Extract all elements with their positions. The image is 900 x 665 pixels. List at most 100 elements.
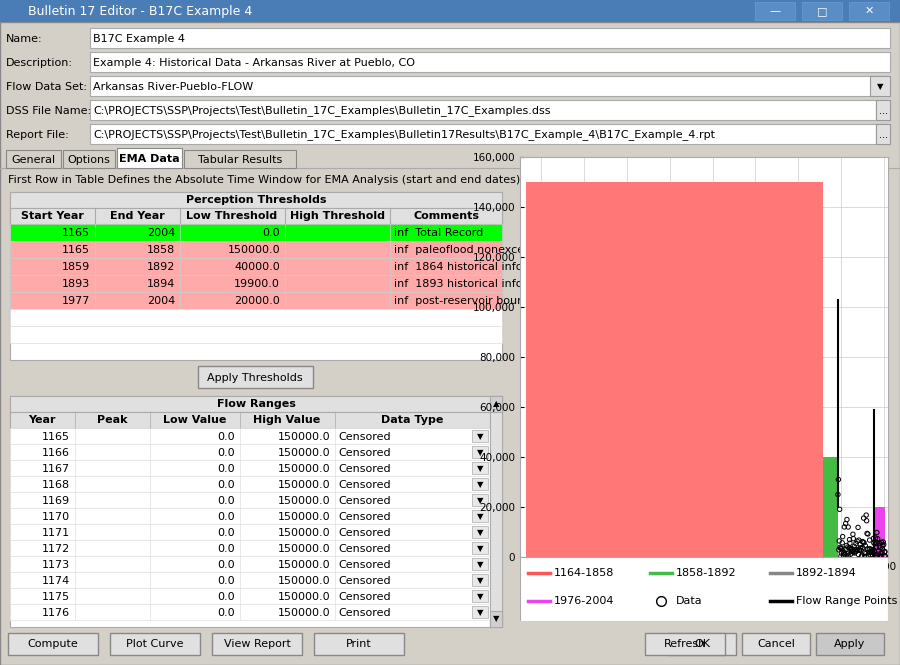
Bar [10, 309, 502, 326]
Text: 0.0: 0.0 [218, 464, 235, 474]
Bar [90, 28, 890, 48]
Text: 1174: 1174 [41, 576, 70, 586]
Text: ▼: ▼ [477, 448, 483, 458]
Point [857, 513, 871, 523]
Point [866, 545, 880, 556]
Point [836, 546, 850, 557]
Text: 2004: 2004 [147, 228, 175, 238]
Text: 1173: 1173 [42, 560, 70, 570]
Point [832, 542, 847, 553]
Text: Flow Ranges: Flow Ranges [217, 399, 295, 409]
Point [835, 531, 850, 542]
Point [859, 549, 873, 559]
Text: 150000.0: 150000.0 [277, 512, 330, 522]
Point [861, 547, 876, 558]
Point [858, 547, 872, 558]
Point [865, 549, 879, 560]
Point [834, 543, 849, 554]
Bar [490, 396, 502, 412]
Point [867, 545, 881, 556]
Point [866, 544, 880, 555]
Bar [10, 396, 502, 412]
Point [877, 551, 891, 561]
Point [875, 544, 889, 555]
Point [852, 545, 867, 555]
Point [834, 548, 849, 559]
Bar [10, 224, 502, 241]
Text: Censored: Censored [338, 608, 391, 618]
Text: Censored: Censored [338, 480, 391, 490]
Bar [117, 148, 182, 168]
Point [876, 540, 890, 551]
Point [842, 550, 856, 561]
Text: Bulletin 17 Editor - B17C Example 4: Bulletin 17 Editor - B17C Example 4 [28, 5, 252, 17]
Point [845, 546, 859, 557]
Text: 2004: 2004 [147, 296, 175, 306]
Point [868, 546, 882, 557]
Bar [10, 572, 490, 588]
Point [841, 542, 855, 553]
Bar [10, 460, 490, 476]
Point [860, 515, 874, 526]
Text: 150000.0: 150000.0 [228, 245, 280, 255]
Bar [10, 258, 502, 275]
Point [860, 528, 874, 539]
Bar [472, 478, 488, 490]
Text: 0.0: 0.0 [218, 496, 235, 506]
Text: 1170: 1170 [42, 512, 70, 522]
Bar [198, 366, 313, 388]
Point [853, 543, 868, 553]
Bar [184, 150, 296, 168]
Text: 1172: 1172 [41, 544, 70, 554]
Text: 150000.0: 150000.0 [277, 528, 330, 538]
Point [860, 529, 875, 539]
Text: 1171: 1171 [42, 528, 70, 538]
Text: Options: Options [68, 155, 111, 165]
Bar [472, 542, 488, 554]
Point [872, 541, 886, 551]
Bar [472, 446, 488, 458]
Text: 1894: 1894 [147, 279, 175, 289]
Point [855, 536, 869, 547]
Point [850, 522, 865, 533]
Text: Start Year: Start Year [21, 211, 84, 221]
Text: inf  1893 historical info: inf 1893 historical info [394, 279, 523, 289]
Point [855, 551, 869, 561]
Text: 0.0: 0.0 [218, 448, 235, 458]
Text: End Year: End Year [110, 211, 165, 221]
Point [842, 543, 856, 553]
Point [873, 542, 887, 553]
Text: 0.0: 0.0 [263, 228, 280, 238]
Point [857, 537, 871, 548]
Point [841, 522, 855, 533]
Point [832, 504, 847, 515]
Bar [870, 76, 890, 96]
Point [861, 550, 876, 561]
Text: Low Threshold: Low Threshold [186, 211, 277, 221]
Point [835, 537, 850, 548]
Text: 0.0: 0.0 [218, 512, 235, 522]
Point [850, 536, 864, 547]
Text: Description:: Description: [6, 58, 73, 68]
Bar [10, 208, 502, 224]
Text: Comments: Comments [413, 211, 479, 221]
Bar [742, 633, 810, 655]
Text: 150000.0: 150000.0 [277, 576, 330, 586]
Bar [0, 0, 900, 22]
Bar [63, 150, 115, 168]
Text: inf  post-reservoir bound: inf post-reservoir bound [394, 296, 531, 306]
Point [850, 545, 865, 556]
Point [837, 547, 851, 558]
Text: 1858-1892: 1858-1892 [676, 568, 736, 578]
Text: —: — [770, 6, 780, 16]
Text: ▼: ▼ [477, 497, 483, 505]
Bar [6, 150, 61, 168]
Text: 150000.0: 150000.0 [277, 496, 330, 506]
Text: View Report: View Report [223, 639, 291, 649]
Text: Data: Data [676, 596, 703, 606]
Bar [645, 633, 725, 655]
Text: 150000.0: 150000.0 [277, 480, 330, 490]
Bar [10, 556, 490, 572]
Text: 0.0: 0.0 [218, 432, 235, 442]
Text: Cancel: Cancel [757, 639, 795, 649]
